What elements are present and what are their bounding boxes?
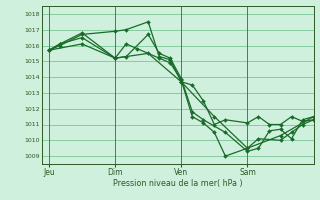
- X-axis label: Pression niveau de la mer( hPa ): Pression niveau de la mer( hPa ): [113, 179, 243, 188]
